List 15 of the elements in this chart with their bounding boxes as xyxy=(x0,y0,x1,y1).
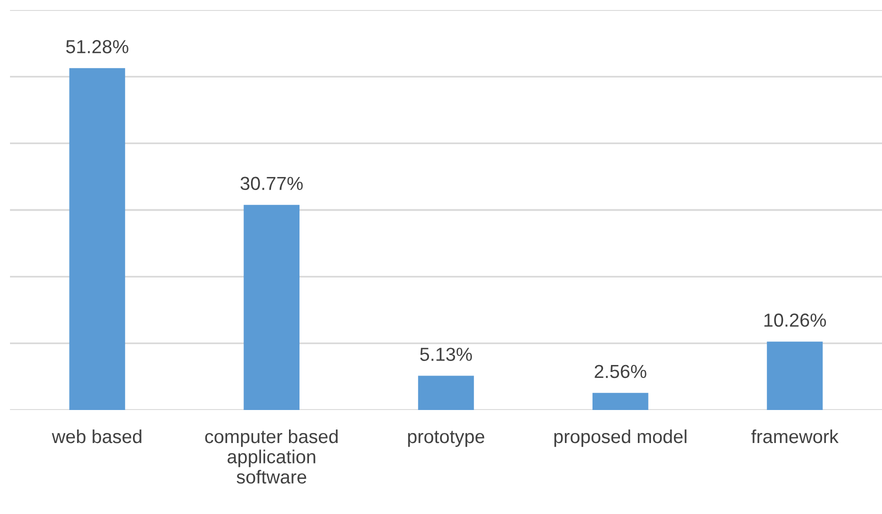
data-label: 51.28% xyxy=(66,40,128,54)
data-label: 10.26% xyxy=(764,314,826,327)
x-tick-label: computer based application software xyxy=(205,429,338,484)
data-label: 2.56% xyxy=(594,364,646,378)
x-tick-label: proposed model xyxy=(554,429,686,447)
bar xyxy=(69,68,126,410)
data-label: 30.77% xyxy=(240,176,303,190)
x-tick-label: framework xyxy=(751,429,839,444)
x-tick-label: web based xyxy=(52,429,142,444)
bar xyxy=(244,204,300,410)
x-tick-label: prototype xyxy=(408,430,484,447)
bar xyxy=(592,392,648,410)
bar xyxy=(766,342,823,410)
bar xyxy=(418,376,474,410)
data-label: 5.13% xyxy=(420,348,472,361)
